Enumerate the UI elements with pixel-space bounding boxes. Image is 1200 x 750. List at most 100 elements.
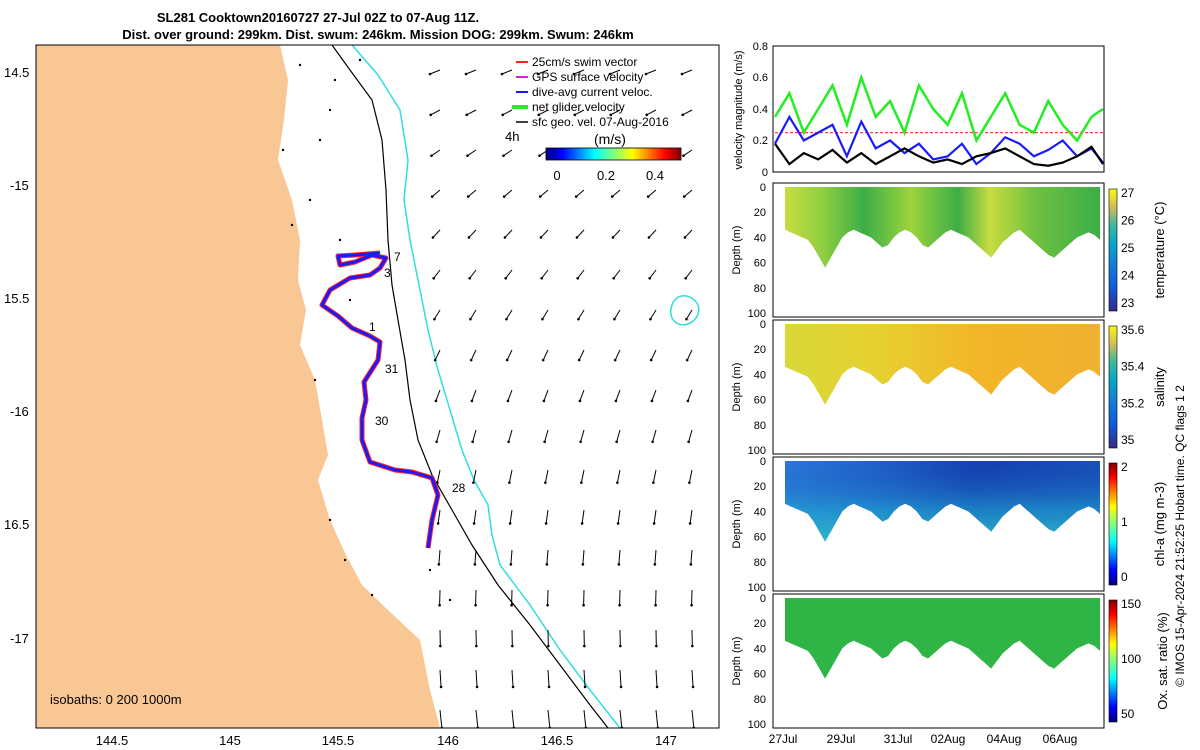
vector-head bbox=[471, 440, 474, 444]
colorbar bbox=[1108, 462, 1118, 586]
velocity-vector bbox=[547, 709, 551, 728]
y-tick: 20 bbox=[754, 207, 766, 219]
vector-head bbox=[652, 481, 655, 484]
y-tick: -16 bbox=[10, 404, 29, 419]
vector-head bbox=[613, 317, 616, 321]
vector-head bbox=[505, 358, 509, 362]
reef-dot bbox=[281, 148, 285, 152]
colorbar-tick: 35.4 bbox=[1121, 360, 1145, 374]
vector-head bbox=[688, 522, 692, 525]
velocity-vector bbox=[650, 309, 657, 320]
x-tick: 27Jul bbox=[769, 732, 798, 746]
velocity-vector bbox=[688, 429, 693, 442]
velocity-vector bbox=[648, 229, 657, 238]
vector-head bbox=[435, 440, 438, 444]
velocity-vector bbox=[434, 309, 441, 320]
velocity-vector bbox=[652, 469, 657, 483]
colorbar-tick: 0 bbox=[1121, 570, 1128, 584]
velocity-vector bbox=[543, 389, 549, 402]
velocity-vector bbox=[506, 349, 513, 361]
y-tick: -17 bbox=[10, 631, 29, 646]
velocity-vector bbox=[647, 189, 657, 197]
vector-head bbox=[611, 236, 615, 239]
vector-head bbox=[501, 113, 505, 117]
y-tick: 0 bbox=[762, 167, 768, 179]
vector-head bbox=[546, 603, 549, 607]
section-data-shade bbox=[785, 461, 1100, 542]
chart-subtitle: Dist. over ground: 299km. Dist. swum: 24… bbox=[122, 27, 634, 42]
map-panel: 7 3 1 31 30 28 144.5 145 145.5 146 146.5… bbox=[4, 44, 720, 748]
velocity-vector bbox=[509, 509, 513, 524]
colorbar-tick: 35 bbox=[1121, 433, 1135, 447]
vector-head bbox=[683, 236, 687, 239]
vector-head bbox=[430, 195, 434, 198]
velocity-vector bbox=[612, 229, 621, 238]
isobath-200 bbox=[331, 45, 609, 728]
colorbar bbox=[1108, 188, 1118, 312]
velocity-vector bbox=[465, 69, 477, 75]
vector-head bbox=[619, 685, 623, 689]
y-tick: 100 bbox=[748, 308, 766, 320]
reef-dot bbox=[343, 558, 347, 562]
y-tick: 20 bbox=[754, 481, 766, 493]
vector-head bbox=[540, 277, 543, 280]
reef-dot bbox=[428, 568, 432, 572]
velocity-panel: 0 0.2 0.4 0.6 0.8 velocity magnitude (m/… bbox=[733, 41, 1105, 179]
velocity-vector bbox=[655, 709, 659, 728]
vector-head bbox=[505, 317, 508, 321]
vector-head bbox=[433, 358, 437, 362]
time-note: 4h bbox=[505, 129, 519, 144]
velocity-vector bbox=[610, 109, 621, 116]
velocity-vector bbox=[687, 389, 693, 402]
velocity-vector bbox=[618, 549, 621, 565]
velocity-vector bbox=[506, 309, 513, 320]
vector-head bbox=[609, 113, 613, 117]
reef-dot bbox=[308, 198, 312, 202]
vector-head bbox=[578, 399, 582, 403]
reef-dot bbox=[328, 108, 332, 112]
vector-head bbox=[686, 399, 690, 403]
x-tick: 146 bbox=[437, 733, 459, 748]
colorbar-label: temperature (°C) bbox=[1152, 202, 1167, 299]
y-tick: 0 bbox=[760, 593, 766, 605]
velocity-vector bbox=[691, 669, 694, 687]
vector-head bbox=[616, 522, 620, 525]
colorbar-tick: 24 bbox=[1121, 269, 1135, 283]
vector-head bbox=[506, 399, 510, 403]
velocity-vector bbox=[616, 469, 621, 483]
reef-dot bbox=[348, 298, 352, 302]
section-temperature: 0 20 40 60 80 100 Depth (m) 23 24 25 26 27 temperatu… bbox=[731, 182, 1167, 320]
legend-label: 25cm/s swim vector bbox=[532, 55, 637, 69]
velocity-vector bbox=[650, 349, 657, 361]
vector-head bbox=[431, 236, 435, 239]
velocity-vector bbox=[541, 269, 549, 279]
colorbar-tick: 25 bbox=[1121, 241, 1135, 255]
velocity-vector bbox=[540, 229, 549, 238]
y-tick: 15.5 bbox=[4, 291, 29, 306]
velocity-vector bbox=[573, 69, 585, 75]
vector-head bbox=[613, 358, 617, 362]
velocity-vector bbox=[688, 469, 693, 483]
velocity-vector bbox=[646, 109, 657, 116]
velocity-vector bbox=[542, 309, 549, 320]
vector-head bbox=[510, 603, 513, 607]
vector-head bbox=[503, 236, 507, 239]
isobath-1000 bbox=[351, 45, 621, 728]
velocity-vector bbox=[467, 189, 477, 197]
vector-head bbox=[645, 113, 649, 117]
velocity-vector bbox=[654, 549, 657, 565]
vector-head bbox=[472, 522, 476, 525]
velocity-vector bbox=[689, 509, 693, 524]
section-salinity: 0 20 40 60 80 100 Depth (m) 35 35.2 35.4 35.6 salin… bbox=[731, 319, 1167, 457]
section-chla: 0 20 40 60 80 100 Depth (m) 0 1 2 chl-a (mg m-3) bbox=[731, 456, 1167, 594]
vector-head bbox=[691, 685, 695, 689]
vector-head bbox=[612, 277, 615, 280]
reef-dot bbox=[448, 598, 452, 602]
colorbar-tick: 35.6 bbox=[1121, 323, 1145, 337]
y-tick: 40 bbox=[754, 232, 766, 244]
velocity-vector bbox=[439, 669, 442, 687]
x-tick: 146.5 bbox=[541, 733, 574, 748]
velocity-vector bbox=[578, 349, 585, 361]
y-tick: 60 bbox=[754, 258, 766, 270]
y-tick: 40 bbox=[754, 643, 766, 655]
